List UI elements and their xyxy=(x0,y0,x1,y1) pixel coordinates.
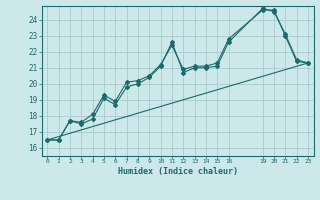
X-axis label: Humidex (Indice chaleur): Humidex (Indice chaleur) xyxy=(118,167,237,176)
